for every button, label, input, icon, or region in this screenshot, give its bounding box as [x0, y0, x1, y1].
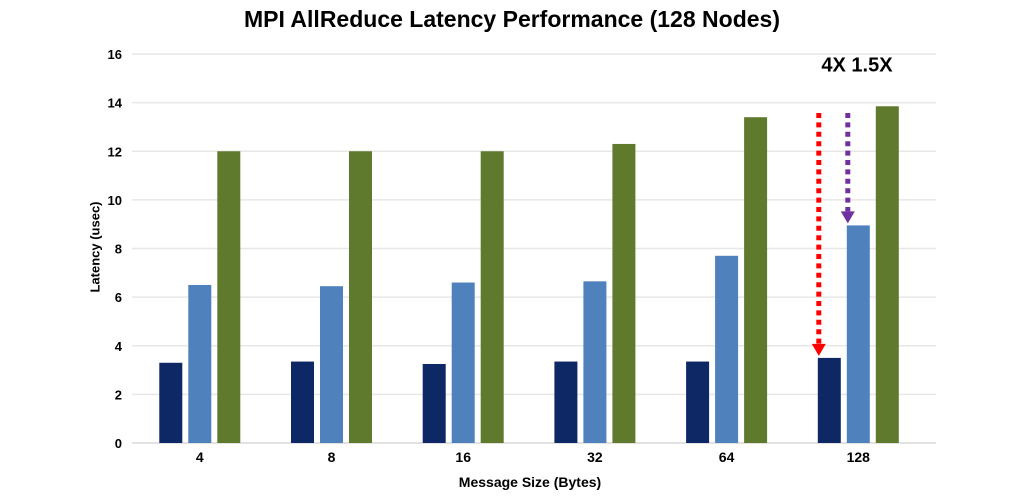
bar-dark-navy-series-64 — [686, 361, 710, 443]
bar-light-blue-series-16 — [451, 282, 475, 443]
y-tick-label: 12 — [108, 144, 122, 159]
x-axis-title: Message Size (Bytes) — [458, 474, 602, 490]
y-tick-label: 14 — [108, 96, 123, 111]
bar-olive-green-series-32 — [612, 143, 636, 444]
bar-dark-navy-series-16 — [422, 363, 446, 443]
x-category-label: 64 — [719, 449, 735, 465]
bar-dark-navy-series-8 — [291, 361, 314, 443]
bar-olive-green-series-64 — [744, 117, 768, 444]
bar-light-blue-series-128 — [846, 225, 870, 443]
y-axis-title: Latency (usec) — [87, 201, 103, 293]
bar-light-blue-series-8 — [320, 286, 343, 443]
bar-dark-navy-series-32 — [554, 361, 578, 443]
x-category-label: 4 — [196, 449, 204, 465]
x-category-label: 8 — [328, 449, 336, 465]
chart-title: MPI AllReduce Latency Performance (128 N… — [244, 6, 780, 32]
1.5x-improvement-arrow-head — [840, 211, 855, 224]
bar-light-blue-series-64 — [715, 255, 739, 443]
y-tick-label: 4 — [115, 339, 123, 354]
bar-olive-green-series-4 — [217, 151, 241, 443]
y-tick-label: 16 — [108, 47, 122, 62]
x-category-label: 128 — [847, 449, 871, 465]
y-tick-label: 0 — [115, 436, 122, 451]
x-category-label: 16 — [455, 449, 471, 465]
bar-olive-green-series-16 — [480, 151, 504, 443]
x-category-label: 32 — [587, 449, 603, 465]
bar-olive-green-series-128 — [875, 106, 899, 443]
bar-dark-navy-series-128 — [817, 357, 841, 443]
bar-olive-green-series-8 — [349, 151, 372, 443]
y-tick-label: 10 — [108, 193, 122, 208]
y-tick-label: 6 — [115, 290, 122, 305]
bar-light-blue-series-32 — [583, 281, 607, 443]
bar-light-blue-series-4 — [188, 284, 212, 443]
bar-dark-navy-series-4 — [159, 362, 183, 443]
speedup-annotation-label: 4X 1.5X — [821, 54, 893, 77]
y-tick-label: 2 — [115, 387, 122, 402]
y-tick-label: 8 — [115, 242, 122, 257]
4x-improvement-arrow-head — [811, 343, 826, 356]
